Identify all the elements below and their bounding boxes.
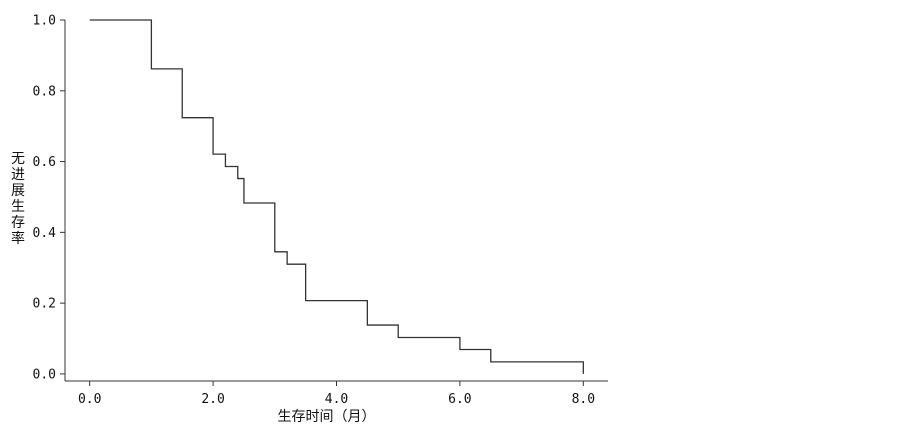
y-axis-title-char: 展 <box>11 183 25 199</box>
y-axis-title-char: 生 <box>11 199 25 215</box>
y-axis-title-char: 进 <box>11 167 25 183</box>
y-axis-title-char: 率 <box>11 230 25 247</box>
y-axis-title-char: 无 <box>11 151 25 167</box>
y-ticks: 0.0 0.2 0.4 0.6 0.8 1.0 <box>33 14 65 382</box>
y-tick-label: 0.8 <box>33 84 56 99</box>
x-tick-label: 6.0 <box>448 392 471 407</box>
x-axis-title: 生存时间（月） <box>278 409 376 425</box>
y-axis-title-char: 存 <box>11 215 25 231</box>
x-tick-label: 4.0 <box>325 392 348 407</box>
y-tick-label: 0.6 <box>33 155 56 170</box>
y-tick-label: 0.2 <box>33 297 56 312</box>
y-tick-label: 0.4 <box>33 226 57 241</box>
x-tick-label: 8.0 <box>572 392 595 407</box>
y-tick-label: 1.0 <box>33 14 56 29</box>
x-tick-label: 2.0 <box>201 392 224 407</box>
x-tick-label: 0.0 <box>78 392 101 407</box>
survival-curve <box>89 19 584 374</box>
y-tick-label: 0.0 <box>33 367 56 382</box>
x-ticks: 0.0 2.0 4.0 6.0 8.0 <box>78 381 595 407</box>
